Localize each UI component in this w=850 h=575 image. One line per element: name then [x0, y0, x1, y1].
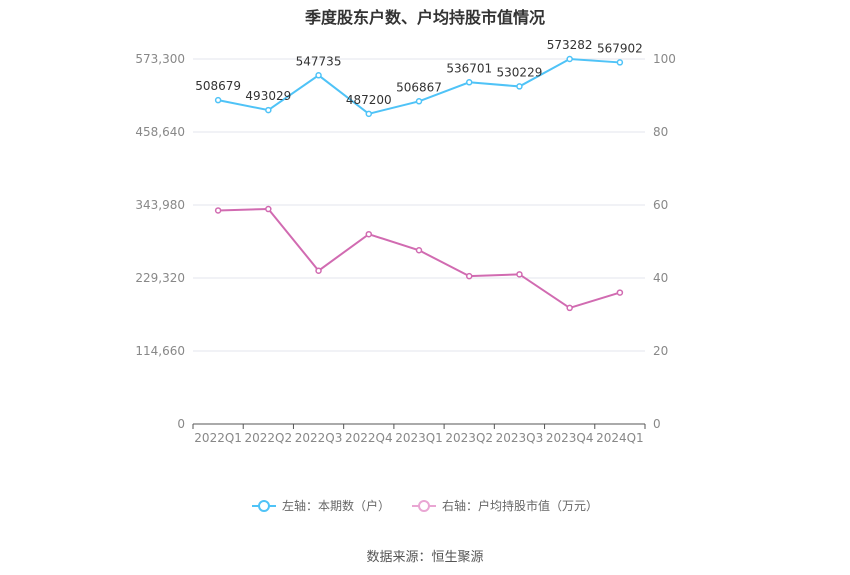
- series-line-avg-value: [218, 208, 621, 310]
- data-point-households: [315, 72, 322, 79]
- data-label-households: 508679: [195, 79, 241, 93]
- right-axis-tick-label: 80: [653, 125, 668, 139]
- data-label-households: 487200: [346, 93, 392, 107]
- left-axis-tick-label: 458,640: [135, 125, 185, 139]
- data-point-avg-value: [265, 205, 272, 213]
- data-label-households: 536701: [446, 61, 492, 75]
- legend-label-households: 左轴：本期数（户）: [281, 499, 390, 513]
- data-label-households: 493029: [245, 89, 291, 103]
- x-axis-tick-label: 2022Q1: [194, 431, 242, 445]
- legend-item-avg-value[interactable]: 右轴：户均持股市值（万元）: [412, 497, 598, 514]
- data-label-households: 530229: [497, 65, 543, 79]
- data-point-avg-value: [214, 207, 222, 214]
- legend-marker-avg-value: [412, 499, 436, 513]
- right-axis-tick-label: 60: [653, 198, 668, 212]
- data-source: 数据来源：恒生聚源: [366, 550, 484, 565]
- right-axis-tick-label: 100: [653, 52, 676, 66]
- data-point-households: [365, 110, 373, 118]
- left-axis-tick-label: 343,980: [135, 198, 185, 212]
- data-point-avg-value: [415, 247, 423, 254]
- data-point-households: [465, 79, 473, 86]
- data-point-households: [566, 55, 573, 63]
- legend-item-households[interactable]: 左轴：本期数（户）: [251, 497, 390, 514]
- data-label-households: 573282: [547, 38, 593, 52]
- data-point-avg-value: [566, 304, 573, 312]
- x-axis-tick-label: 2022Q4: [345, 431, 393, 445]
- chart-title: 季度股东户数、户均持股市值情况: [304, 8, 545, 27]
- x-axis-tick-label: 2023Q3: [496, 431, 544, 445]
- data-point-households: [616, 59, 624, 66]
- x-axis-tick-label: 2023Q4: [546, 431, 594, 445]
- left-axis-tick-label: 573,300: [135, 52, 185, 66]
- data-point-households: [516, 83, 523, 90]
- data-point-avg-value: [315, 267, 322, 274]
- left-axis-tick-label: 0: [177, 417, 185, 431]
- data-point-avg-value: [365, 230, 373, 238]
- data-point-households: [265, 106, 272, 114]
- data-point-avg-value: [516, 271, 523, 278]
- legend: 左轴：本期数（户） 右轴：户均持股市值（万元）: [0, 497, 850, 514]
- data-point-avg-value: [616, 289, 624, 296]
- x-axis-tick-label: 2023Q2: [445, 431, 493, 445]
- x-axis-tick-label: 2024Q1: [596, 431, 644, 445]
- data-point-households: [415, 98, 423, 105]
- right-axis-tick-label: 20: [653, 344, 668, 358]
- data-label-households: 547735: [296, 54, 342, 68]
- data-label-households: 567902: [597, 41, 643, 55]
- x-axis-tick-label: 2023Q1: [395, 431, 443, 445]
- left-axis-tick-label: 114,660: [135, 344, 185, 358]
- data-point-households: [214, 96, 222, 104]
- x-axis-tick-label: 2022Q2: [245, 431, 293, 445]
- legend-marker-households: [251, 499, 276, 513]
- right-axis-tick-label: 40: [653, 271, 668, 285]
- right-axis-tick-label: 0: [653, 417, 661, 431]
- legend-label-avg-value: 右轴：户均持股市值（万元）: [442, 499, 599, 513]
- data-point-avg-value: [465, 272, 473, 280]
- data-label-households: 506867: [396, 80, 442, 94]
- x-axis-tick-label: 2022Q3: [295, 431, 343, 445]
- left-axis-tick-label: 229,320: [135, 271, 185, 285]
